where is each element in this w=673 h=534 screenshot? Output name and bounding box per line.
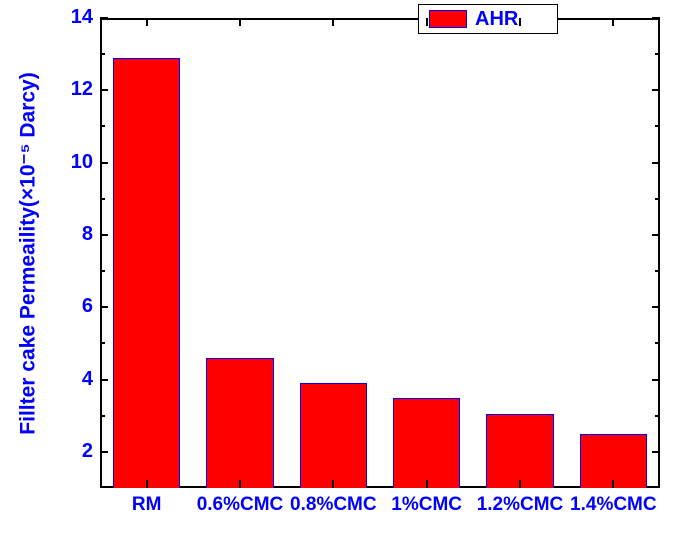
- y-tick-right: [652, 234, 660, 236]
- x-tick-top: [612, 18, 614, 26]
- x-tick: [239, 480, 241, 488]
- y-tick: [100, 306, 108, 308]
- y-tick: [100, 17, 108, 19]
- y-minor-tick-right: [655, 342, 660, 344]
- y-minor-tick-right: [655, 53, 660, 55]
- y-tick-right: [652, 89, 660, 91]
- y-tick-label: 14: [55, 6, 93, 29]
- y-axis-label: Fillter cake Permeaility(×10⁻⁵ Darcy): [16, 24, 41, 484]
- y-minor-tick: [100, 125, 105, 127]
- y-tick-right: [652, 306, 660, 308]
- y-tick: [100, 451, 108, 453]
- y-tick: [100, 89, 108, 91]
- y-tick-right: [652, 451, 660, 453]
- legend-label: AHR: [475, 8, 518, 31]
- x-tick: [146, 480, 148, 488]
- y-tick-right: [652, 162, 660, 164]
- x-tick: [519, 480, 521, 488]
- bar: [300, 383, 367, 488]
- y-minor-tick-right: [655, 125, 660, 127]
- y-minor-tick: [100, 270, 105, 272]
- x-tick-label: 0.8%CMC: [287, 494, 380, 516]
- legend-swatch: [429, 10, 467, 28]
- x-tick-top: [332, 18, 334, 26]
- y-tick-label: 12: [55, 78, 93, 101]
- y-tick: [100, 234, 108, 236]
- y-tick-label: 6: [55, 295, 93, 318]
- y-minor-tick: [100, 342, 105, 344]
- x-tick: [612, 480, 614, 488]
- y-tick-right: [652, 17, 660, 19]
- x-tick-label: 1.2%CMC: [473, 494, 566, 516]
- x-tick-label: 0.6%CMC: [193, 494, 286, 516]
- y-minor-tick: [100, 415, 105, 417]
- y-minor-tick-right: [655, 415, 660, 417]
- y-tick-label: 10: [55, 151, 93, 174]
- x-tick-top: [519, 18, 521, 26]
- chart-container: Fillter cake Permeaility(×10⁻⁵ Darcy) AH…: [0, 0, 673, 534]
- plot-area: [100, 18, 660, 488]
- bar: [206, 358, 273, 488]
- y-tick-right: [652, 379, 660, 381]
- y-tick-label: 8: [55, 223, 93, 246]
- x-tick-top: [239, 18, 241, 26]
- y-minor-tick-right: [655, 198, 660, 200]
- x-tick-top: [146, 18, 148, 26]
- y-tick-label: 2: [55, 440, 93, 463]
- bar: [486, 414, 553, 488]
- bar: [113, 58, 180, 488]
- x-tick: [332, 480, 334, 488]
- x-tick-label: 1.4%CMC: [567, 494, 660, 516]
- bar: [393, 398, 460, 488]
- y-minor-tick: [100, 198, 105, 200]
- x-tick-label: 1%CMC: [380, 494, 473, 516]
- y-minor-tick-right: [655, 270, 660, 272]
- x-tick: [426, 480, 428, 488]
- y-tick: [100, 379, 108, 381]
- legend: AHR: [418, 4, 558, 34]
- y-tick-label: 4: [55, 368, 93, 391]
- y-minor-tick: [100, 53, 105, 55]
- x-tick-label: RM: [100, 494, 193, 516]
- y-tick: [100, 162, 108, 164]
- x-tick-top: [426, 18, 428, 26]
